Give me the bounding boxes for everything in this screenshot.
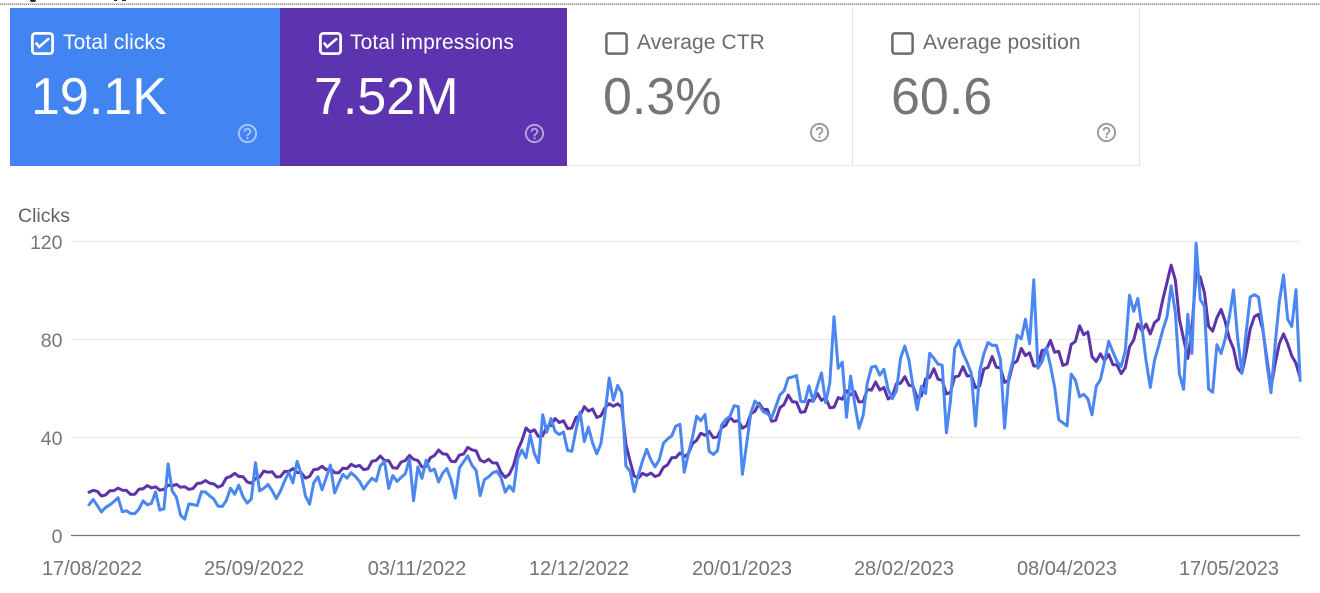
svg-text:08/04/2023: 08/04/2023 bbox=[1017, 558, 1117, 580]
svg-text:0: 0 bbox=[52, 526, 63, 548]
svg-text:80: 80 bbox=[41, 330, 63, 352]
svg-text:120: 120 bbox=[30, 232, 63, 254]
svg-text:03/11/2022: 03/11/2022 bbox=[368, 558, 467, 580]
svg-text:20/01/2023: 20/01/2023 bbox=[692, 558, 792, 580]
svg-text:17/05/2023: 17/05/2023 bbox=[1179, 558, 1279, 580]
svg-text:40: 40 bbox=[41, 428, 63, 450]
svg-text:17/08/2022: 17/08/2022 bbox=[42, 558, 142, 580]
svg-text:28/02/2023: 28/02/2023 bbox=[854, 558, 954, 580]
svg-text:Clicks: Clicks bbox=[18, 205, 70, 227]
svg-text:12/12/2022: 12/12/2022 bbox=[529, 558, 629, 580]
svg-text:25/09/2022: 25/09/2022 bbox=[204, 558, 304, 580]
